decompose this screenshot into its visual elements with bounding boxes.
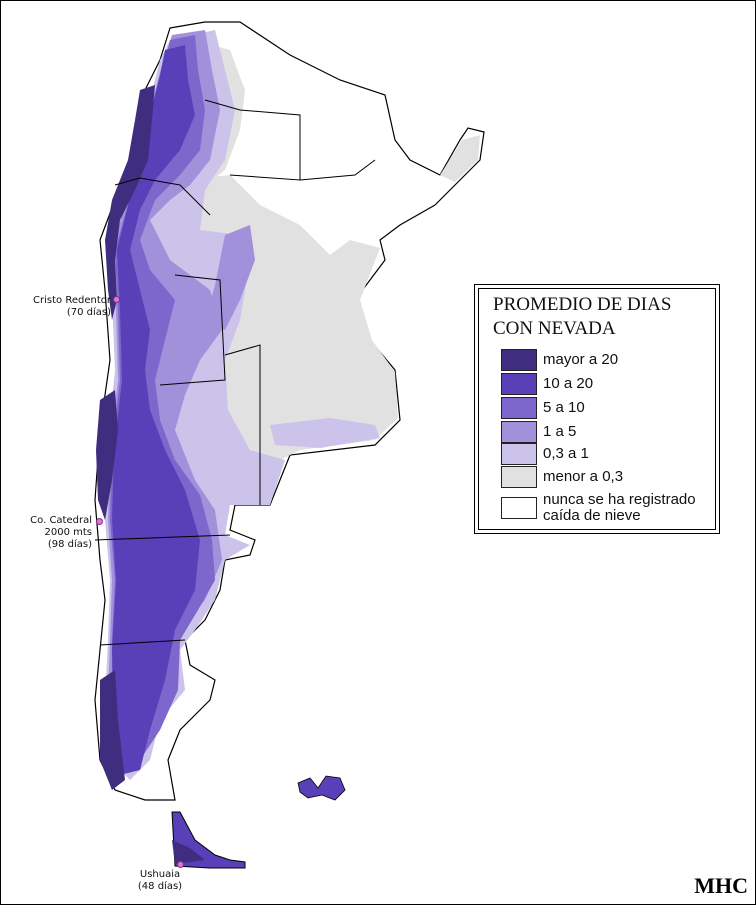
legend-swatch xyxy=(501,466,537,488)
legend-swatch xyxy=(501,349,537,371)
zone-menor-0-3-ne xyxy=(440,135,480,182)
legend-item-0-3-a-1: 0,3 a 1 xyxy=(501,443,589,465)
legend-item-1-a-5: 1 a 5 xyxy=(501,421,576,443)
zone-mayor-a-20-b xyxy=(96,390,118,520)
legend-item-5-a-10: 5 a 10 xyxy=(501,397,585,419)
cerro-catedral-elevation: 2000 mts xyxy=(44,527,93,538)
legend-title-line1: PROMEDIO DE DIAS xyxy=(493,294,672,315)
province-borders xyxy=(94,99,376,646)
legend-inner-border xyxy=(478,288,716,530)
legend-title-line2: CON NEVADA xyxy=(493,318,616,339)
legend-swatch xyxy=(501,397,537,419)
legend-label-line1: nunca se ha registrado xyxy=(543,491,696,508)
legend-label: nunca se ha registrado caída de nieve xyxy=(543,492,696,524)
legend: PROMEDIO DE DIAS CON NEVADA mayor a 20 1… xyxy=(474,284,720,534)
cerro-catedral-marker xyxy=(96,518,103,525)
tierra-del-fuego-dark xyxy=(172,840,205,864)
legend-swatch xyxy=(501,443,537,465)
legend-label: menor a 0,3 xyxy=(543,468,624,485)
ushuaia-label: Ushuaia (48 días) xyxy=(130,869,190,893)
legend-label: mayor a 20 xyxy=(543,351,619,368)
author-signature: MHC xyxy=(694,873,748,898)
legend-label: 5 a 10 xyxy=(543,399,585,416)
legend-item-mayor-a-20: mayor a 20 xyxy=(501,349,618,371)
cerro-catedral-days: (98 días) xyxy=(47,539,92,550)
malvinas xyxy=(297,775,346,801)
ushuaia-days: (48 días) xyxy=(137,881,183,892)
legend-swatch xyxy=(501,497,537,519)
legend-label: 0,3 a 1 xyxy=(543,445,589,462)
cristo-redentor-label: Cristo Redentor (70 días) xyxy=(14,295,111,319)
zone-1-a-5-b xyxy=(205,225,255,330)
zone-10-a-20 xyxy=(112,45,200,775)
legend-item-10-a-20: 10 a 20 xyxy=(501,373,593,395)
legend-label: 1 a 5 xyxy=(543,423,577,440)
ushuaia-marker xyxy=(177,861,184,868)
legend-swatch xyxy=(501,373,537,395)
legend-item-nunca: nunca se ha registrado caída de nieve xyxy=(501,492,696,524)
cristo-redentor-days: (70 días) xyxy=(66,307,111,318)
legend-title: PROMEDIO DE DIAS CON NEVADA xyxy=(493,293,671,341)
zone-mayor-a-20-c xyxy=(100,670,125,790)
legend-label-line2: caída de nieve xyxy=(543,507,641,524)
legend-label: 10 a 20 xyxy=(543,375,594,392)
zone-0-3-a-1-east xyxy=(270,418,380,448)
cristo-redentor-name: Cristo Redentor xyxy=(33,295,111,306)
cerro-catedral-label: Co. Catedral 2000 mts (98 días) xyxy=(14,515,92,551)
legend-swatch xyxy=(501,421,537,443)
cerro-catedral-name: Co. Catedral xyxy=(30,515,92,526)
zone-mayor-a-20 xyxy=(105,85,155,320)
cristo-redentor-marker xyxy=(113,296,120,303)
legend-item-menor-0-3: menor a 0,3 xyxy=(501,466,623,488)
ushuaia-name: Ushuaia xyxy=(139,869,181,880)
